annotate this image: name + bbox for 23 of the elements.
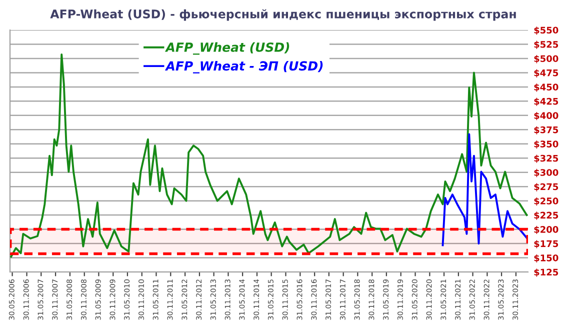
y-tick-label: $475 (534, 69, 558, 78)
legend-label: AFP_Wheat (USD) (164, 42, 290, 55)
y-tick-label: $275 (534, 183, 558, 192)
y-tick-label: $525 (534, 40, 558, 49)
y-tick-label: $550 (534, 26, 558, 35)
y-tick-label: $250 (534, 197, 558, 206)
y-tick-label: $225 (534, 212, 558, 220)
y-tick-label: $175 (534, 240, 558, 248)
y-tick-label: $375 (534, 126, 558, 134)
y-tick-label: $350 (534, 140, 558, 149)
y-tick-label: $150 (534, 254, 558, 263)
legend-label: AFP_Wheat - ЭП (USD) (164, 60, 323, 74)
line-series (10, 54, 528, 258)
y-tick-label: $325 (534, 154, 558, 163)
y-tick-label: $200 (534, 226, 558, 234)
y-tick-label: $400 (534, 112, 558, 120)
y-tick-label: $450 (534, 84, 558, 92)
chart-title: AFP-Wheat (USD) - фьючерсный индекс пшеницы экспортных стран (50, 9, 516, 21)
y-tick-label: $125 (534, 268, 558, 277)
y-tick-label: $500 (534, 55, 558, 64)
y-tick-label: $425 (534, 98, 558, 106)
line-series (442, 133, 528, 246)
y-tick-label: $300 (534, 168, 558, 178)
